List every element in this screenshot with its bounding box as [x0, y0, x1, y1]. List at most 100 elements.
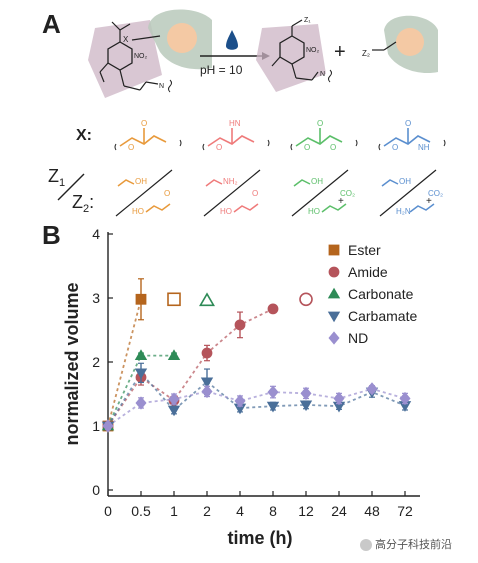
series-line-carbonate	[107, 354, 174, 427]
scheme-plus: +	[334, 41, 346, 63]
series-line-carbamate	[107, 371, 406, 427]
x-tick-label: 0	[104, 503, 112, 519]
x-tick-label: 4	[236, 503, 244, 519]
data-point-carbonate	[167, 349, 181, 361]
x-tick-label: 24	[331, 503, 347, 519]
z2-group: HO	[308, 207, 320, 216]
x-ticks: 0 0.5 1 2 4 8 12 24 48 72	[104, 491, 413, 519]
data-point-nd	[102, 419, 114, 433]
legend-marker-ester	[328, 244, 340, 256]
reactant-x-label: X	[123, 35, 129, 44]
x-tick-label: 72	[397, 503, 413, 519]
legend-marker-carbamate	[327, 311, 341, 323]
product-z1-label: Z₁	[304, 17, 311, 24]
z2-group: HO	[220, 207, 232, 216]
wechat-icon	[360, 539, 372, 551]
x-fragment-atom: HN	[229, 119, 241, 128]
x-fragment-atom: O	[141, 119, 147, 128]
x-tick-label: 12	[298, 503, 314, 519]
x-tick-label: 8	[269, 503, 277, 519]
panel-b-label: B	[42, 220, 61, 250]
x-tick-label: 48	[364, 503, 380, 519]
legend-label-nd: ND	[348, 330, 368, 346]
data-point-carbamate	[299, 400, 313, 412]
z1-group: OH	[135, 177, 147, 186]
legend-marker-amide	[328, 266, 340, 278]
z-fragment-carbonate: OH HO CO₂+	[291, 169, 355, 217]
data-point-nd	[234, 394, 246, 408]
z-row-label: Z1 Z2:	[48, 166, 94, 215]
data-point-amide	[234, 319, 246, 331]
z-plus: +	[426, 196, 432, 207]
x-fragment-atom: O	[128, 143, 134, 152]
data-point-carbamate	[134, 368, 148, 380]
data-point-nd	[300, 386, 312, 400]
z1-group: OH	[399, 177, 411, 186]
reactant-nh-label: N	[159, 83, 164, 90]
watermark: 高分子科技前沿	[360, 536, 452, 552]
z2-group: HO	[132, 207, 144, 216]
y-tick-label: 3	[92, 290, 100, 306]
y-ticks: 0 1 2 3 4	[92, 226, 113, 498]
series-line-amide	[107, 308, 274, 427]
x-fragment-amide: O HN	[202, 119, 270, 152]
x-fragment-atom: O	[317, 119, 323, 128]
series-lines	[107, 299, 406, 427]
data-point-nd	[267, 385, 279, 399]
y-tick-label: 0	[92, 482, 100, 498]
legend-marker-nd	[328, 331, 340, 345]
data-point-nd	[333, 391, 345, 406]
x-axis-label: time (h)	[228, 528, 293, 548]
reactant-purple-blob	[88, 20, 162, 98]
y-axis-label: normalized volume	[62, 282, 82, 445]
released-cargo: Z₂	[362, 15, 438, 74]
series-points	[101, 278, 412, 433]
z-fragment-amide: NH₂ HO O	[203, 169, 261, 217]
x-fragment-atom: O	[304, 143, 310, 152]
z2-group-b: CO₂	[428, 189, 443, 198]
z2-group-b: O	[252, 189, 258, 198]
series-line-nd	[107, 387, 406, 427]
data-point-ester	[135, 293, 147, 305]
data-point-nd	[168, 392, 180, 406]
x-fragment-atom: O	[392, 143, 398, 152]
x-tick-label: 2	[203, 503, 211, 519]
y-tick-label: 1	[92, 418, 100, 434]
data-point-carbonate	[134, 349, 148, 361]
open-point-amide	[299, 292, 313, 307]
data-point-carbamate	[266, 401, 280, 413]
z2-group-b: O	[164, 189, 170, 198]
y-tick-label: 4	[92, 226, 100, 242]
series-line-ester	[107, 299, 142, 427]
reactant-molecule: X NO₂ N	[88, 9, 212, 98]
reactant-orange-core	[167, 23, 197, 53]
open-point-carbonate	[199, 292, 215, 307]
x-fragment-carbamate: O O NH	[378, 119, 446, 152]
reagent-label: pH = 10	[200, 63, 243, 77]
legend: Ester Amide Carbonate Carbamate ND	[327, 242, 417, 346]
data-point-nd	[135, 396, 147, 410]
data-point-amide	[201, 347, 213, 359]
x-fragment-atom: O	[330, 143, 336, 152]
z-fragment-carbamate: OH H₂N CO₂+	[379, 169, 443, 217]
data-point-carbamate	[167, 405, 181, 417]
z1-group: OH	[311, 177, 323, 186]
z2-group-b: CO₂	[340, 189, 355, 198]
product-no2-label: NO₂	[306, 47, 320, 54]
x-fragment-carbonate: O O O	[290, 119, 358, 152]
z2-group: H₂N	[396, 207, 411, 216]
water-drop-icon	[226, 30, 238, 50]
product-nh-label: N	[320, 71, 325, 78]
data-point-carbamate	[200, 377, 214, 389]
x-fragment-atom: O	[405, 119, 411, 128]
x-fragment-ester: OO	[114, 119, 182, 152]
z-plus: +	[338, 196, 344, 207]
legend-marker-carbonate	[327, 287, 341, 299]
x-fragment-atom: NH	[418, 143, 430, 152]
open-point-ester	[167, 292, 181, 307]
reactant-no2-label: NO₂	[134, 53, 148, 60]
